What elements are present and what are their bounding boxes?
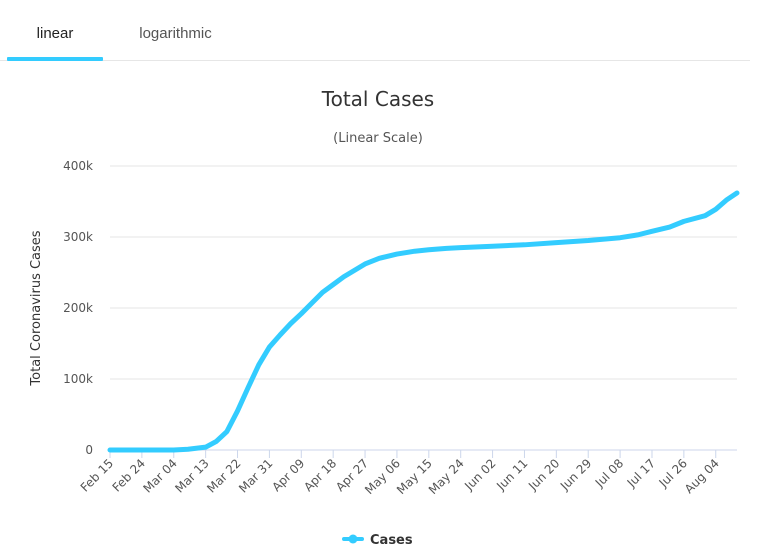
active-tab-indicator [7,57,103,61]
y-tick-label: 200k [63,301,93,315]
x-tick-label: May 24 [426,456,467,497]
legend-marker-icon [348,534,358,544]
y-tick-label: 300k [63,230,93,244]
y-axis-title: Total Coronavirus Cases [29,230,44,386]
series-group [107,190,740,453]
grid-lines [110,165,737,451]
series-line-cases[interactable] [107,190,740,453]
scale-tabs: linear logarithmic [0,0,750,61]
legend[interactable]: Cases [342,533,413,548]
x-tick-label: Mar 04 [140,456,179,495]
x-tick-label: Jun 11 [493,456,530,493]
x-tick-label: Mar 22 [204,456,243,495]
x-tick-label: Aug 04 [682,456,722,496]
x-tick-label: Mar 13 [172,456,211,495]
x-tick-label: Apr 09 [269,456,307,494]
x-tick-label: Apr 18 [301,456,339,494]
chart-subtitle: (Linear Scale) [333,131,423,146]
x-tick-label: Feb 15 [78,456,116,494]
x-tick-label: Jul 08 [592,456,626,490]
x-tick-label: Jun 29 [557,456,594,493]
tab-linear[interactable]: linear [36,25,74,42]
y-tick-label: 0 [85,443,93,457]
x-tick-label: Jul 17 [624,456,658,490]
y-tick-label: 100k [63,372,93,386]
chart-title: Total Cases [321,87,434,111]
x-tick-label: Jun 20 [525,456,562,493]
legend-label-cases: Cases [370,533,413,548]
y-tick-label: 400k [63,159,93,173]
y-axis-ticks: 0 100k 200k 300k 400k [63,159,93,457]
x-tick-label: Mar 31 [236,456,275,495]
tab-logarithmic[interactable]: logarithmic [139,25,212,42]
x-tick-label: Jun 02 [461,456,498,493]
